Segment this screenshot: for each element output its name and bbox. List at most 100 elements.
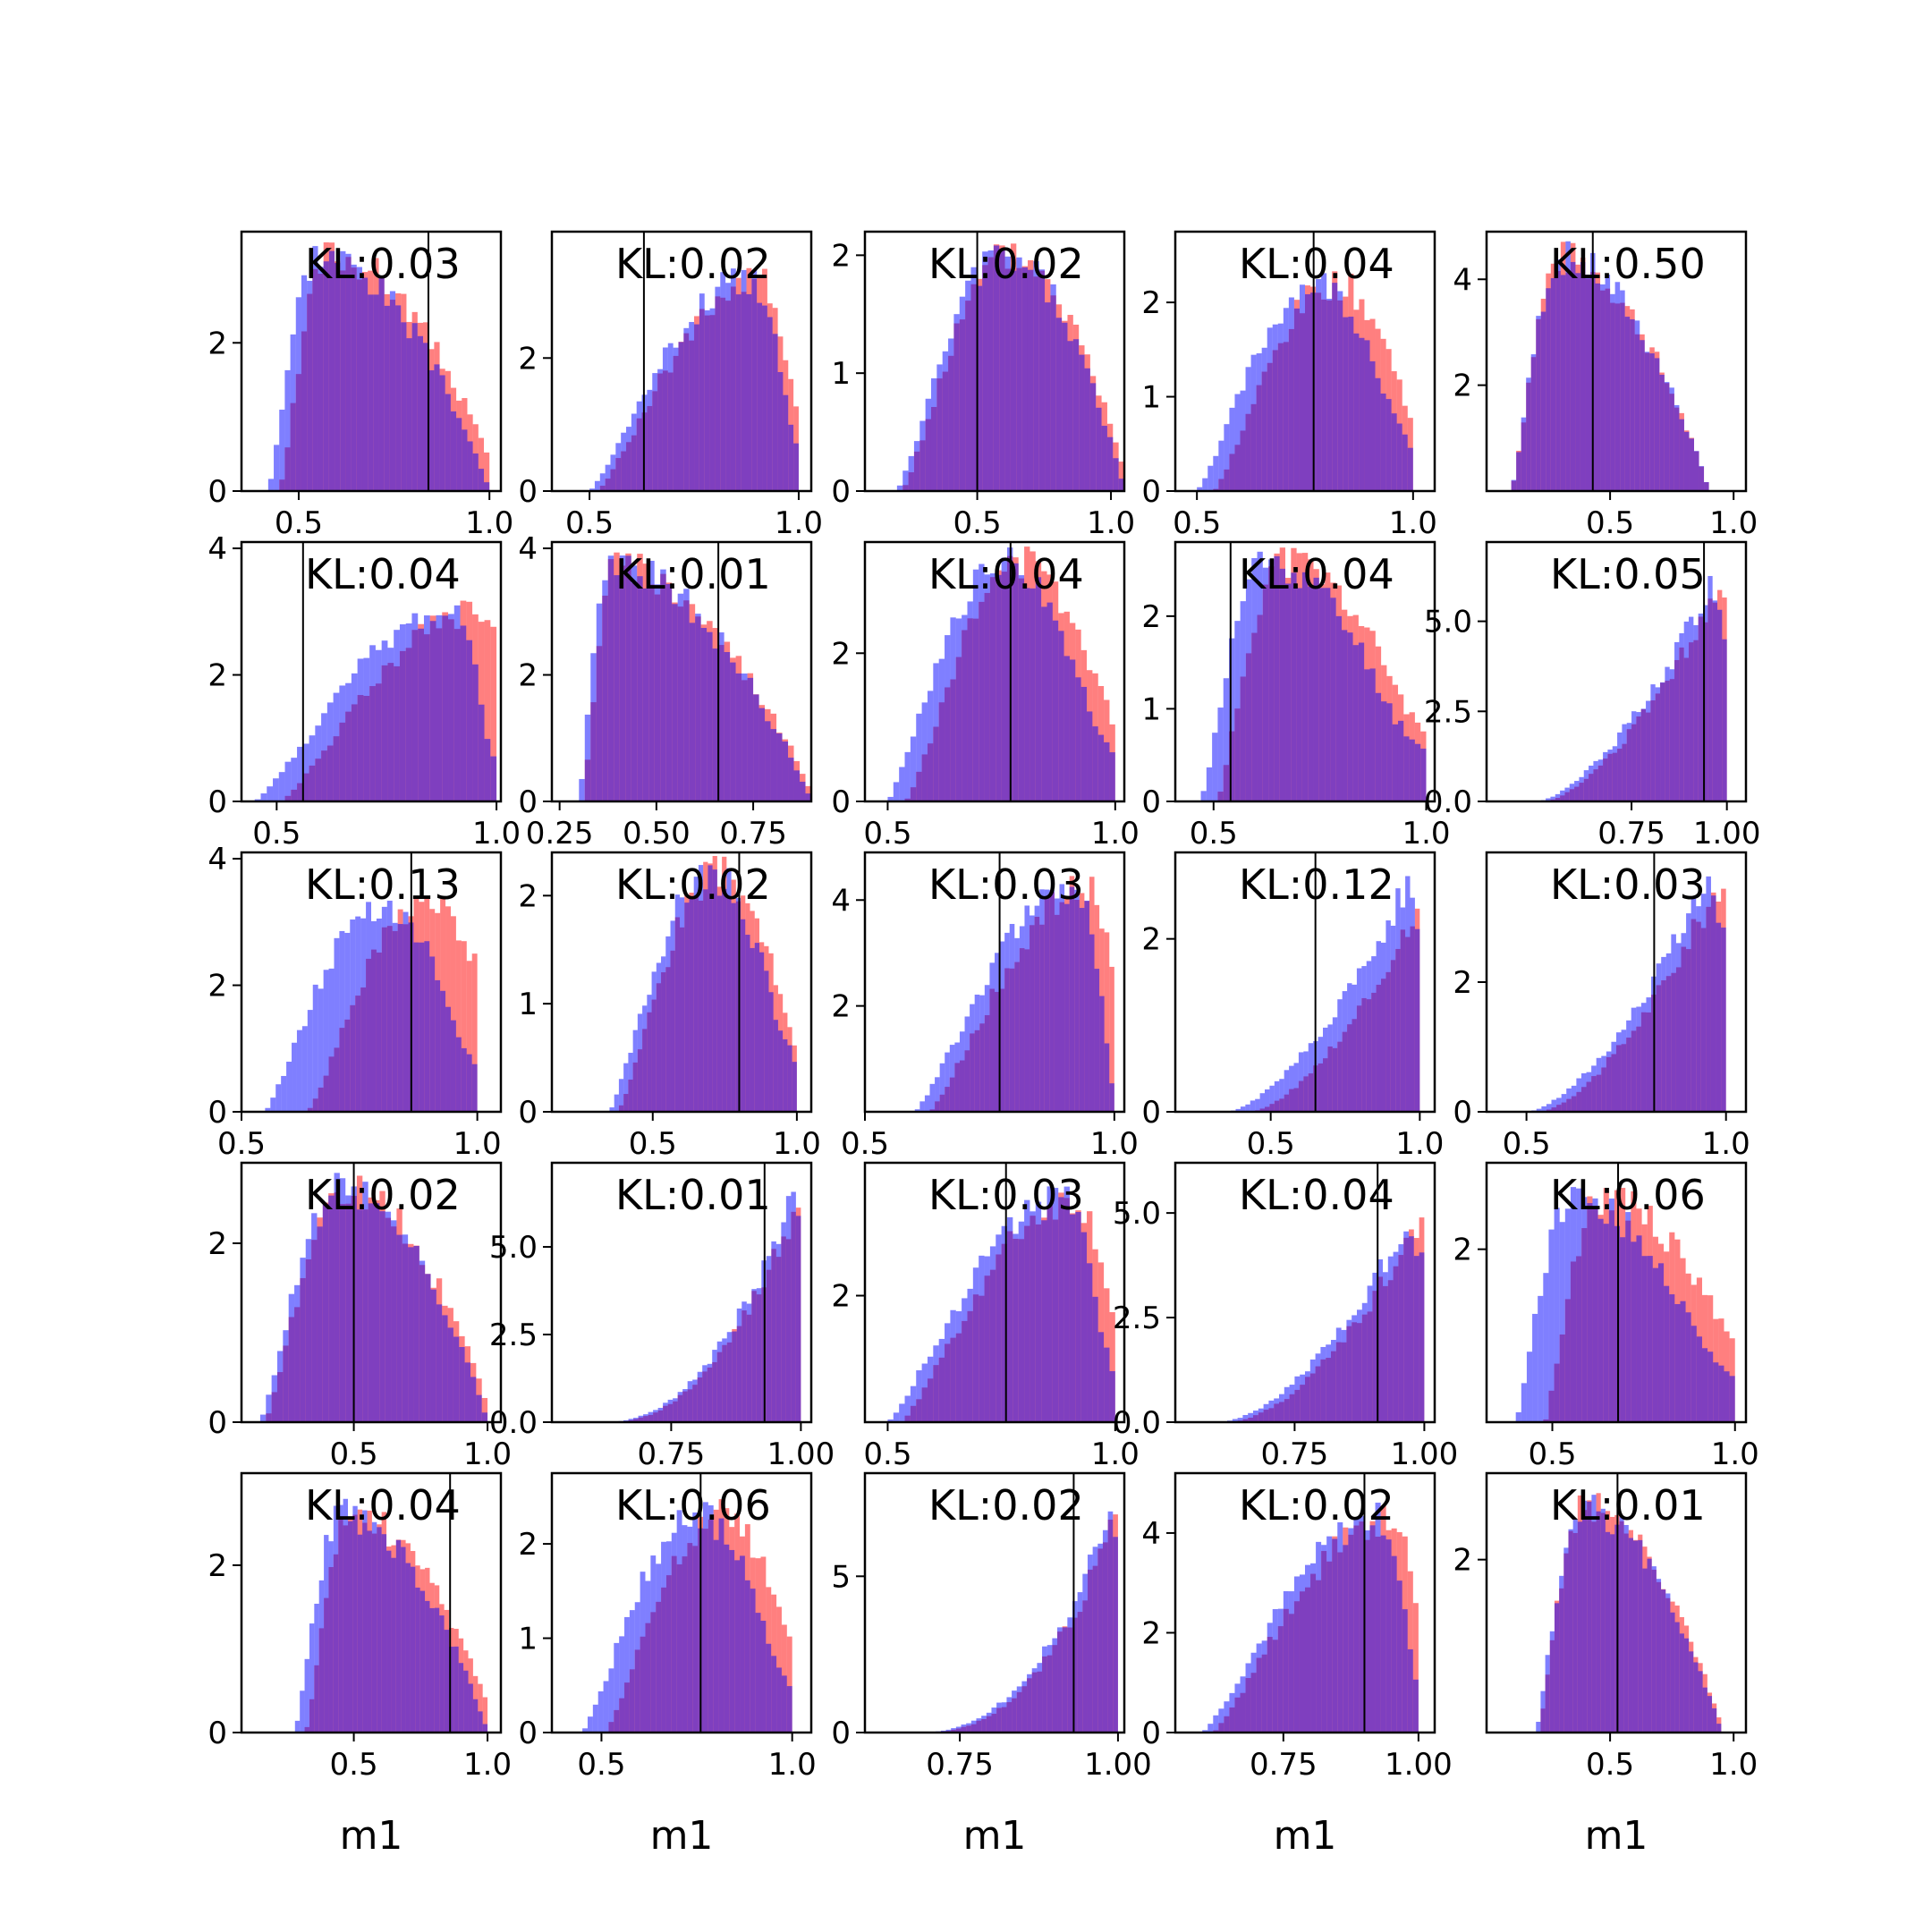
histogram-bar-blue (1626, 723, 1632, 801)
histogram-bar-blue (1347, 983, 1352, 1112)
histogram-bar-blue (741, 269, 747, 491)
histogram-bar-blue (1284, 1386, 1290, 1422)
histogram-bar-blue (759, 952, 765, 1112)
histogram-bar-blue (1218, 1708, 1224, 1733)
histogram-bar-blue (597, 1690, 604, 1733)
histogram-bar-blue (343, 1498, 348, 1733)
histogram-bar-blue (777, 1030, 784, 1112)
histogram-bar-blue (791, 1191, 796, 1422)
histogram-bar-blue (1335, 615, 1343, 801)
histogram-bar-blue (1674, 404, 1680, 491)
histogram-bar-blue (1640, 340, 1645, 491)
histogram-bar-blue (1346, 1319, 1352, 1422)
histogram-bar-blue (297, 746, 303, 801)
subplot-panel: 0.5 1.0 0 1 2 KL:0.02 (518, 851, 821, 1162)
histogram-bar-blue (294, 1284, 301, 1422)
histogram-bar-blue (1320, 1346, 1326, 1422)
histogram-bar-blue (423, 615, 430, 801)
histogram-bar-blue (684, 902, 690, 1112)
histogram-bar-blue (741, 674, 748, 801)
histogram-bar-blue (715, 286, 721, 491)
histogram-bar-blue (1326, 1536, 1333, 1733)
histogram-bar-blue (1305, 1564, 1311, 1733)
histogram-bar-blue (1712, 600, 1718, 801)
histogram-bar-blue (434, 1607, 440, 1733)
histogram-bar-blue (1550, 796, 1555, 801)
histogram-bar-blue (436, 614, 443, 801)
histogram-bar-blue (260, 793, 267, 801)
histogram-bar-blue (614, 1094, 619, 1112)
histogram-bar-blue (754, 943, 759, 1112)
histogram-bar-blue (624, 1616, 630, 1733)
histogram-bar-blue (579, 778, 585, 801)
histogram-bar-blue (328, 968, 335, 1112)
histogram-bar-blue (1296, 588, 1302, 801)
histogram-bar-blue (1623, 1524, 1629, 1733)
histogram-bar-blue (1548, 1229, 1555, 1422)
histogram-bar-blue (1600, 284, 1606, 491)
histogram-bar-blue (1571, 1085, 1577, 1112)
histogram-bar-blue (730, 662, 736, 801)
histogram-bar-blue (290, 334, 296, 491)
histogram-bar-blue (376, 918, 382, 1112)
histogram-bar-red (1104, 932, 1110, 1112)
histogram-bar-blue (1703, 605, 1708, 801)
histogram-bar-blue (1718, 1365, 1724, 1422)
histogram-bar-blue (1532, 1313, 1538, 1422)
x-tick-label: 0.5 (629, 1126, 677, 1162)
x-tick-label: 1.0 (1091, 816, 1140, 852)
histogram-bar-blue (745, 935, 750, 1112)
histogram-bar-blue (350, 919, 356, 1112)
histogram-bar-blue (740, 1555, 745, 1733)
x-tick-label: 1.0 (775, 505, 823, 541)
histogram-bar-blue (722, 1338, 727, 1422)
histogram-bar-blue (387, 648, 394, 801)
histogram-bar-blue (1385, 399, 1392, 491)
histogram-bar-blue (321, 713, 327, 801)
histogram-bar-blue (1685, 1312, 1691, 1422)
histogram-bar-blue (1521, 1383, 1527, 1422)
histogram-bar-blue (1390, 925, 1396, 1112)
histogram-bar-blue (1628, 1538, 1633, 1733)
histogram-bar-blue (1579, 776, 1584, 801)
histogram-bar-blue (1206, 767, 1213, 801)
x-tick-label: 1.0 (1709, 505, 1758, 541)
subplot-panel: 0.5 1.0 0 2 KL:0.04 (208, 1471, 512, 1783)
histogram-bar-blue (1240, 390, 1246, 491)
histogram-bar-blue (899, 767, 905, 801)
histogram-bar-blue (670, 920, 675, 1112)
histogram-bar-blue (1075, 677, 1081, 801)
histogram-bar-blue (1686, 913, 1691, 1112)
histogram-bar-red (481, 1397, 488, 1422)
histogram-bar-blue (999, 249, 1005, 491)
histogram-bar-blue (1551, 1099, 1557, 1112)
histogram-bar-blue (1310, 1563, 1317, 1733)
histogram-bar-blue (1659, 374, 1665, 491)
histogram-bar-blue (584, 714, 591, 801)
histogram-bar-blue (1262, 567, 1269, 801)
histogram-bar-blue (953, 314, 960, 491)
histogram-bar-blue (1089, 934, 1095, 1112)
histogram-bar-blue (1704, 481, 1709, 491)
histogram-bar-blue (1075, 1212, 1081, 1422)
histogram-bar-blue (455, 1037, 462, 1112)
histogram-bar-blue (1208, 1724, 1214, 1733)
axes-frame (550, 1161, 813, 1424)
histogram-bar-blue (1087, 711, 1093, 801)
histogram-bar-blue (1538, 1295, 1544, 1422)
histogram-bar-blue (419, 1260, 426, 1422)
histogram-bar-blue (1580, 1072, 1587, 1112)
x-tick-label: 0.75 (638, 1436, 706, 1472)
histogram-bar-blue (288, 1293, 295, 1422)
histogram-bars (1511, 241, 1709, 491)
histogram-bar-blue (962, 1298, 968, 1422)
histogram-bar-blue (375, 649, 382, 801)
histogram-bar-blue (1364, 1530, 1370, 1733)
histogram-bar-blue (665, 583, 673, 801)
histogram-bar-blue (781, 1675, 787, 1733)
histogram-bar-blue (716, 1341, 723, 1422)
x-tick-label: 0.75 (926, 1747, 994, 1783)
histogram-bar-blue (463, 1670, 469, 1733)
histogram-bar-blue (1403, 736, 1410, 801)
histogram-bar-blue (1062, 322, 1068, 491)
